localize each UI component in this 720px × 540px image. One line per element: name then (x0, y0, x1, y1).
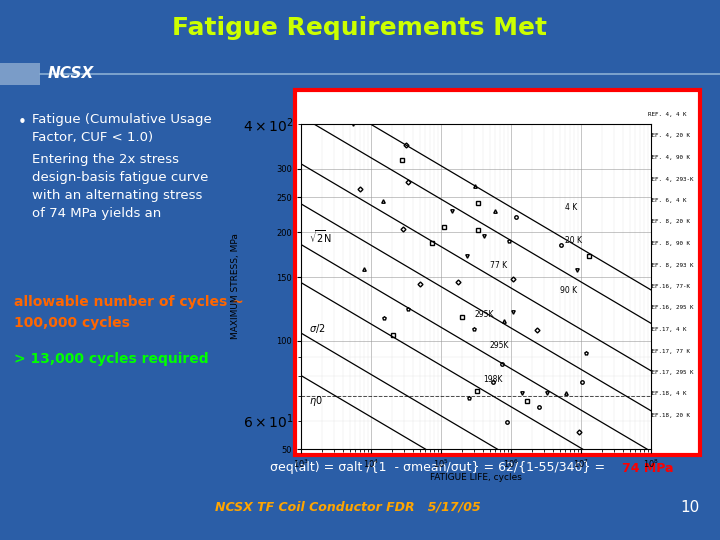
Text: REF. 8, 293 K: REF. 8, 293 K (648, 262, 693, 267)
Text: REF.17, 295 K: REF.17, 295 K (648, 370, 693, 375)
Text: 77 K: 77 K (490, 261, 507, 270)
Text: 10: 10 (680, 500, 700, 515)
Text: $\eta$0: $\eta$0 (309, 394, 323, 408)
Text: REF.17, 77 K: REF.17, 77 K (648, 348, 690, 354)
Text: Fatigue (Cumulative Usage
Factor, CUF < 1.0): Fatigue (Cumulative Usage Factor, CUF < … (32, 113, 212, 144)
Text: NCSX: NCSX (48, 66, 94, 82)
Text: REF.17, 4 K: REF.17, 4 K (648, 327, 686, 332)
Text: > 13,000 cycles required: > 13,000 cycles required (14, 352, 209, 366)
Y-axis label: MAXIMUM STRESS, MPa: MAXIMUM STRESS, MPa (231, 234, 240, 340)
Text: Entering the 2x stress
design-basis fatigue curve
with an alternating stress
of : Entering the 2x stress design-basis fati… (32, 153, 208, 220)
Text: allowable number of cycles ~
100,000 cycles: allowable number of cycles ~ 100,000 cyc… (14, 295, 244, 329)
Text: REF. 4, 90 K: REF. 4, 90 K (648, 155, 690, 160)
X-axis label: FATIGUE LIFE, cycles: FATIGUE LIFE, cycles (430, 473, 522, 482)
Text: REF. 6, 4 K: REF. 6, 4 K (648, 198, 686, 203)
Text: 295K: 295K (474, 310, 494, 319)
Text: σeq(alt) = σalt /{1  - σmean/σut} = 62/{1-55/340} =: σeq(alt) = σalt /{1 - σmean/σut} = 62/{1… (270, 462, 609, 475)
Text: REF.18, 20 K: REF.18, 20 K (648, 413, 690, 418)
Text: REF. 4, 4 K: REF. 4, 4 K (648, 112, 686, 117)
Text: REF. 8, 20 K: REF. 8, 20 K (648, 219, 690, 225)
Text: REF. 4, 20 K: REF. 4, 20 K (648, 133, 690, 138)
Text: REF.18, 4 K: REF.18, 4 K (648, 392, 686, 396)
Text: REF. 4, 293-K: REF. 4, 293-K (648, 177, 693, 181)
Text: REF. 8, 90 K: REF. 8, 90 K (648, 241, 690, 246)
Text: $\sqrt{2}$N: $\sqrt{2}$N (309, 228, 332, 245)
Text: •: • (18, 115, 27, 130)
Text: 74 MPa: 74 MPa (622, 462, 673, 475)
Text: REF.16, 295 K: REF.16, 295 K (648, 306, 693, 310)
Text: NCSX TF Coil Conductor FDR   5/17/05: NCSX TF Coil Conductor FDR 5/17/05 (215, 501, 481, 514)
Bar (0, 63, 40, 85)
Text: 295K: 295K (490, 341, 510, 350)
Bar (295, 90, 700, 455)
Text: $\sigma/2$: $\sigma/2$ (309, 322, 325, 335)
Text: 4 K: 4 K (565, 202, 577, 212)
Text: 90 K: 90 K (560, 286, 577, 295)
Text: Fatigue Requirements Met: Fatigue Requirements Met (173, 16, 547, 40)
Text: 198K: 198K (483, 375, 503, 384)
Text: REF.16, 77-K: REF.16, 77-K (648, 284, 690, 289)
Text: 20 K: 20 K (565, 236, 582, 245)
